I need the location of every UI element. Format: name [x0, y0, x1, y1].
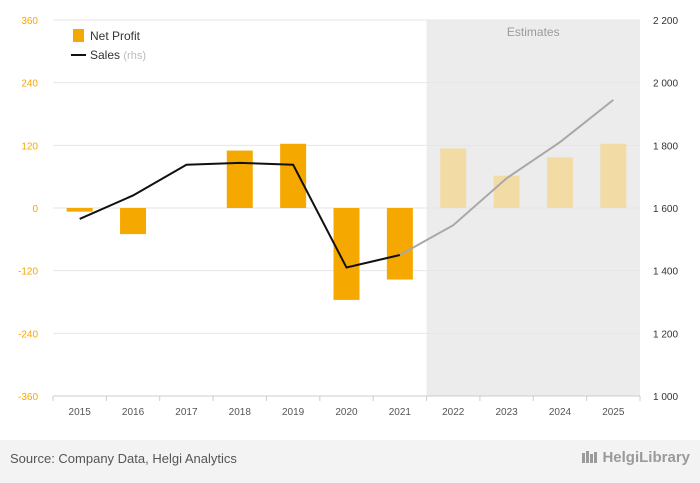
net-profit-bar	[120, 208, 147, 235]
net-profit-bars	[66, 143, 627, 300]
net-profit-bar	[600, 143, 627, 208]
x-tick-label: 2015	[69, 407, 92, 418]
axes: 2015 2016 2017 2018 2019 2020 2021 2022 2023 2024…	[18, 16, 678, 418]
legend-swatch-net-profit	[73, 29, 84, 42]
y-left-tick-label: -120	[18, 267, 38, 278]
x-tick-label: 2023	[495, 407, 518, 418]
y-right-tick-label: 1 800	[653, 141, 678, 152]
estimates-label: Estimates	[507, 25, 560, 39]
net-profit-bar	[493, 175, 520, 208]
legend: Net Profit Sales (rhs)	[71, 29, 146, 62]
x-tick-label: 2021	[389, 407, 412, 418]
library-icon	[582, 451, 598, 463]
net-profit-bar	[280, 143, 307, 208]
net-profit-bar	[333, 208, 360, 300]
x-tick-label: 2022	[442, 407, 465, 418]
x-tick-label: 2020	[335, 407, 358, 418]
legend-label-net-profit: Net Profit	[90, 29, 141, 43]
y-right-tick-label: 1 000	[653, 392, 678, 403]
brand-logo: HelgiLibrary	[581, 449, 690, 466]
x-tick-label: 2019	[282, 407, 305, 418]
y-right-tick-label: 2 000	[653, 79, 678, 90]
net-profit-bar	[226, 150, 253, 208]
y-right-tick-label: 1 200	[653, 329, 678, 340]
y-left-tick-label: 0	[32, 204, 38, 215]
x-tick-label: 2016	[122, 407, 145, 418]
legend-label-sales: Sales (rhs)	[90, 48, 146, 62]
net-profit-bar	[546, 157, 573, 208]
x-tick-label: 2024	[549, 407, 572, 418]
sales-line	[79, 99, 614, 269]
net-profit-bar	[386, 208, 413, 280]
net-profit-bar	[440, 148, 467, 208]
y-left-tick-label: -360	[18, 392, 38, 403]
x-tick-label: 2025	[602, 407, 625, 418]
combo-chart: Estimates 2015 2016 2017 2018 2019 2020 2021 20…	[18, 16, 678, 418]
sales-line-actual	[79, 161, 401, 269]
sales-line-estimate	[399, 99, 614, 256]
net-profit-bar	[66, 208, 93, 212]
y-left-tick-label: 360	[21, 16, 38, 27]
source-note: Source: Company Data, Helgi Analytics	[10, 451, 237, 466]
footer: Source: Company Data, Helgi Analytics He…	[0, 440, 700, 483]
y-left-tick-label: -240	[18, 329, 38, 340]
y-right-tick-label: 1 600	[653, 204, 678, 215]
brand-text: HelgiLibrary	[602, 449, 690, 466]
y-right-tick-label: 2 200	[653, 16, 678, 27]
y-left-tick-label: 120	[21, 141, 38, 152]
x-tick-label: 2018	[229, 407, 252, 418]
y-left-tick-label: 240	[21, 79, 38, 90]
legend-label-sales-name: Sales	[90, 48, 120, 62]
x-tick-label: 2017	[175, 407, 198, 418]
legend-label-sales-rhs: (rhs)	[123, 50, 146, 62]
y-right-tick-label: 1 400	[653, 267, 678, 278]
